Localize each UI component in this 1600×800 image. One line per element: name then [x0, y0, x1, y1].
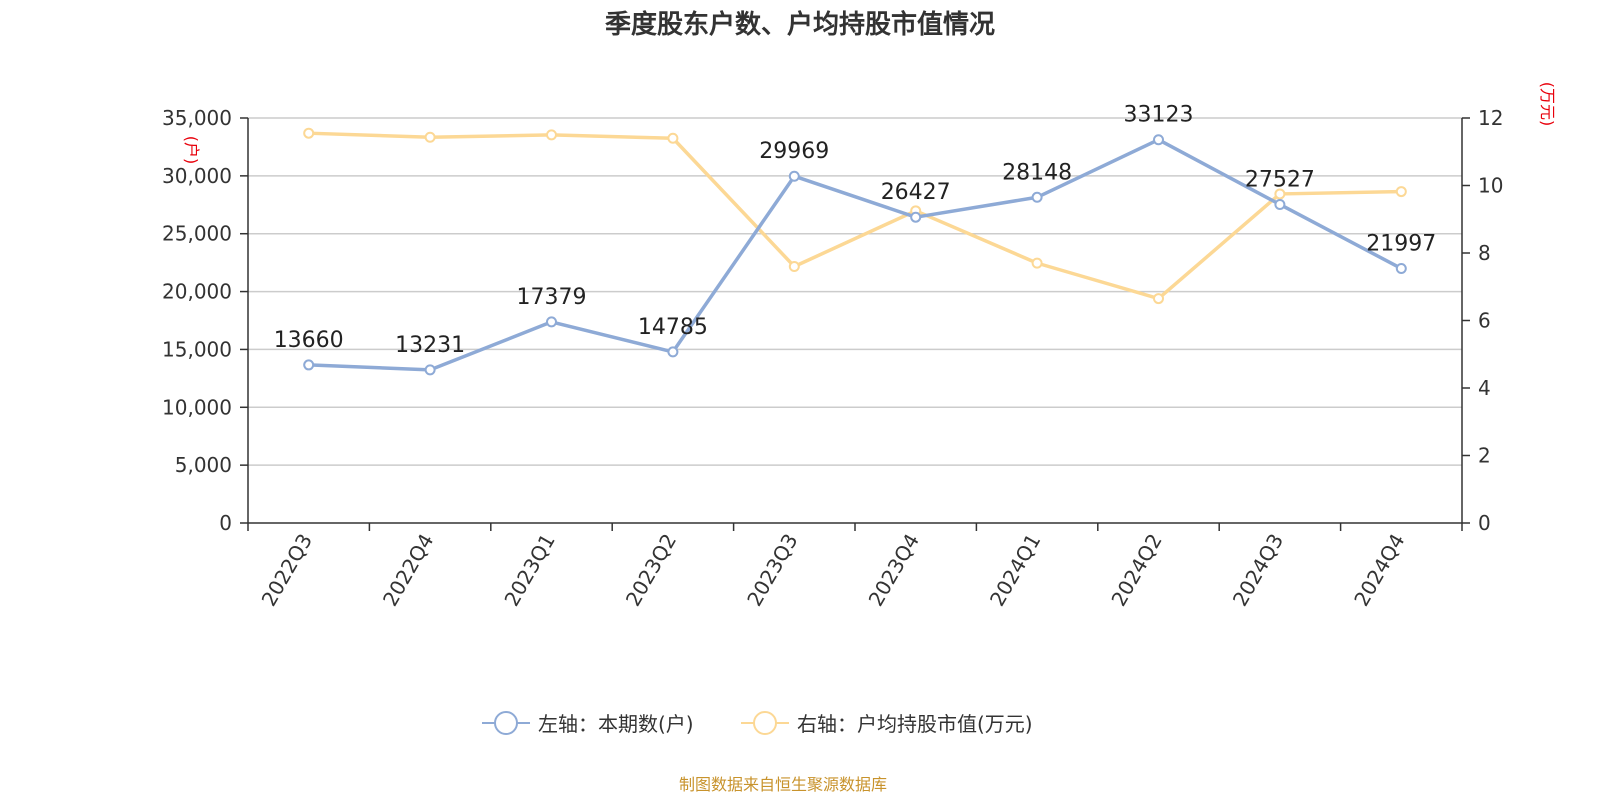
data-point-right — [546, 129, 557, 141]
y-left-tick-label: 30,000 — [162, 164, 232, 188]
data-point-left — [910, 211, 922, 223]
x-tick-label: 2023Q3 — [742, 530, 802, 611]
x-tick-label: 2023Q1 — [499, 530, 559, 611]
y-axis-right: 0 2 4 6 8 10 12 — [1461, 106, 1503, 535]
y-right-tick-label: 0 — [1478, 511, 1491, 535]
data-label: 13231 — [395, 333, 465, 358]
data-point-left — [667, 346, 679, 358]
data-point-left — [1395, 262, 1407, 274]
legend-marker-icon — [494, 711, 518, 735]
y-left-tick-label: 20,000 — [162, 280, 232, 304]
data-point-left — [1153, 134, 1164, 146]
y-left-tick-label: 0 — [219, 511, 232, 535]
data-label: 14785 — [638, 315, 708, 340]
y-left-tick-label: 35,000 — [162, 106, 232, 130]
data-labels: 13660 13231 17379 14785 29969 26427 28148 33123… — [274, 103, 1437, 358]
series-line-right — [308, 131, 1402, 301]
gridlines — [248, 117, 1462, 466]
data-point-right — [788, 261, 800, 272]
y-left-tick-label: 5,000 — [175, 453, 232, 477]
x-tick-label: 2022Q3 — [257, 530, 317, 611]
data-label: 17379 — [517, 285, 587, 310]
data-point-right — [424, 131, 436, 143]
x-tick-label: 2023Q4 — [864, 530, 924, 611]
y-left-tick-label: 25,000 — [162, 222, 232, 246]
series-lines — [303, 127, 1407, 376]
legend-item-left[interactable]: 左轴：本期数(户) — [482, 711, 694, 736]
x-tick-label: 2024Q1 — [985, 530, 1045, 611]
y-right-tick-label: 2 — [1478, 444, 1491, 468]
data-point-right — [667, 132, 679, 144]
y-axis-left: 0 5,000 10,000 15,000 20,000 25,000 30,000 35,0… — [162, 106, 249, 535]
y-right-tick-label: 10 — [1478, 174, 1503, 198]
data-point-left — [546, 316, 557, 328]
x-tick-label: 2024Q2 — [1106, 530, 1166, 611]
data-label: 29969 — [759, 139, 829, 164]
data-point-right — [1395, 186, 1407, 198]
x-tick-label: 2023Q2 — [621, 530, 681, 611]
legend-marker-icon — [753, 711, 777, 735]
data-source-note: 制图数据来自恒生聚源数据库 — [679, 775, 887, 794]
chart-title: 季度股东户数、户均持股市值情况 — [605, 9, 995, 40]
data-point-right — [303, 127, 315, 139]
data-label: 33123 — [1124, 103, 1194, 128]
data-point-left — [424, 364, 436, 376]
data-label: 27527 — [1245, 167, 1315, 192]
legend-label: 左轴：本期数(户) — [538, 712, 694, 736]
legend-label: 右轴：户均持股市值(万元) — [797, 712, 1033, 736]
data-point-left — [788, 170, 800, 182]
data-label: 21997 — [1366, 231, 1436, 256]
y-right-tick-label: 12 — [1478, 106, 1503, 130]
x-axis: 2022Q3 2022Q4 2023Q1 2023Q2 2023Q3 2023Q4 2024… — [247, 522, 1463, 611]
y-right-tick-label: 4 — [1478, 376, 1491, 400]
data-point-left — [303, 359, 315, 371]
data-point-right — [1274, 188, 1286, 200]
legend[interactable]: 左轴：本期数(户) 右轴：户均持股市值(万元) — [482, 711, 1033, 736]
data-label: 13660 — [274, 328, 344, 353]
data-point-right — [1031, 257, 1043, 269]
legend-item-right[interactable]: 右轴：户均持股市值(万元) — [741, 711, 1033, 736]
data-point-left — [1031, 191, 1043, 203]
x-tick-label: 2022Q4 — [378, 530, 438, 611]
data-point-right — [1153, 293, 1164, 305]
data-label: 28148 — [1002, 160, 1072, 185]
data-point-left — [1274, 198, 1286, 210]
x-tick-label: 2024Q4 — [1349, 530, 1409, 611]
y-axis-right-unit: (万元) — [1538, 82, 1557, 127]
y-left-tick-label: 10,000 — [162, 395, 232, 419]
y-axis-left-unit: (户) — [182, 136, 201, 165]
x-tick-label: 2024Q3 — [1228, 530, 1288, 611]
y-right-tick-label: 8 — [1478, 241, 1491, 265]
y-right-tick-label: 6 — [1478, 309, 1491, 333]
y-left-tick-label: 15,000 — [162, 337, 232, 361]
series-line-left — [308, 137, 1403, 372]
data-label: 26427 — [881, 180, 951, 205]
